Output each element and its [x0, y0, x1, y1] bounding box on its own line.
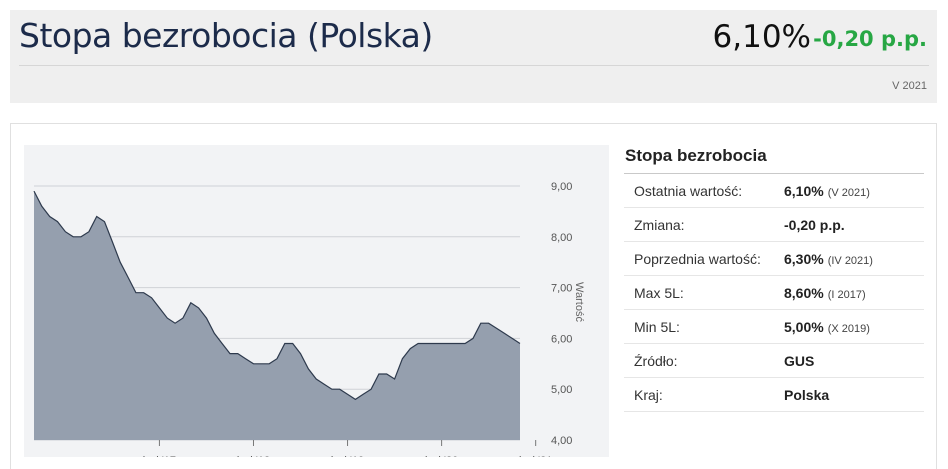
x-tick-label: kwi '20 [425, 455, 458, 457]
info-row: Min 5L: 5,00% (X 2019) [624, 310, 924, 344]
y-tick-label: 9,00 [551, 181, 572, 193]
y-tick-label: 6,00 [551, 333, 572, 345]
x-tick-label: kwi '19 [331, 455, 364, 457]
info-row-value-text: 6,30% [784, 251, 824, 267]
info-row-value: 6,30% (IV 2021) [784, 251, 873, 267]
info-row: Kraj: Polska [624, 378, 924, 412]
x-tick-label: kwi '21 [519, 455, 552, 457]
info-row-value-text: 8,60% [784, 285, 824, 301]
y-tick-label: 5,00 [551, 384, 572, 396]
info-row: Źródło: GUS [624, 344, 924, 378]
info-row-note: (IV 2021) [827, 255, 873, 267]
y-tick-label: 7,00 [551, 283, 572, 295]
header-bar: Stopa bezrobocia (Polska) 6,10% -0,20 p.… [10, 10, 937, 103]
info-row-value: 5,00% (X 2019) [784, 319, 870, 335]
info-row-value: -0,20 p.p. [784, 217, 845, 233]
info-row-label: Zmiana: [634, 217, 685, 233]
info-row-value-text: 5,00% [784, 319, 824, 335]
x-tick-label: kwi '18 [237, 455, 270, 457]
series-line [33, 190, 521, 401]
y-tick-label: 4,00 [551, 435, 572, 447]
x-tick-label: kwi '17 [143, 455, 176, 457]
period-label: V 2021 [892, 80, 927, 92]
info-row-value: Polska [784, 387, 829, 403]
info-title: Stopa bezrobocia [625, 146, 767, 165]
info-row-label: Źródło: [634, 353, 678, 369]
info-row: Ostatnia wartość: 6,10% (V 2021) [624, 174, 924, 208]
page-title: Stopa bezrobocia (Polska) [19, 16, 433, 55]
info-row-note: (I 2017) [827, 289, 866, 301]
info-row-label: Kraj: [634, 387, 663, 403]
info-row: Max 5L: 8,60% (I 2017) [624, 276, 924, 310]
info-title-divider [624, 173, 924, 174]
content-panel: 4,00 5,00 6,00 7,00 8,00 9,00 kwi '17 kwi '18 kw… [10, 123, 937, 469]
info-rows: Ostatnia wartość: 6,10% (V 2021) Zmiana: -0,… [624, 174, 924, 412]
info-row-value: GUS [784, 353, 814, 369]
header-divider [19, 65, 929, 66]
info-row-label: Ostatnia wartość: [634, 183, 743, 199]
info-row-value-text: -0,20 p.p. [784, 217, 845, 233]
info-row-label: Poprzednia wartość: [634, 251, 761, 267]
info-row-value-text: Polska [784, 387, 830, 403]
y-tick-label: 8,00 [551, 232, 572, 244]
info-row: Poprzednia wartość: 6,30% (IV 2021) [624, 242, 924, 276]
info-table: Stopa bezrobocia Ostatnia wartość: 6,10%(… [624, 144, 924, 412]
info-row-note: (V 2021) [827, 187, 870, 199]
y-axis-label: Wartość [573, 282, 585, 322]
info-row-note: (X 2019) [827, 323, 870, 335]
series-area [34, 191, 520, 440]
info-row-label: Max 5L: [634, 285, 684, 301]
info-row-label: Min 5L: [634, 319, 680, 335]
unemployment-chart: 4,00 5,00 6,00 7,00 8,00 9,00 kwi '17 kwi '18 kw… [33, 181, 572, 457]
change-value: -0,20 p.p. [813, 27, 927, 51]
info-row-value: 8,60% (I 2017) [784, 285, 866, 301]
info-row-value-text: 6,10% [784, 183, 824, 199]
info-row-value-text: GUS [784, 353, 815, 369]
chart-area: 4,00 5,00 6,00 7,00 8,00 9,00 kwi '17 kwi '18 kw… [24, 145, 609, 457]
info-row-value: 6,10% (V 2021) [784, 183, 870, 199]
current-value: 6,10% [712, 19, 811, 55]
info-row: Zmiana: -0,20 p.p. [624, 208, 924, 242]
